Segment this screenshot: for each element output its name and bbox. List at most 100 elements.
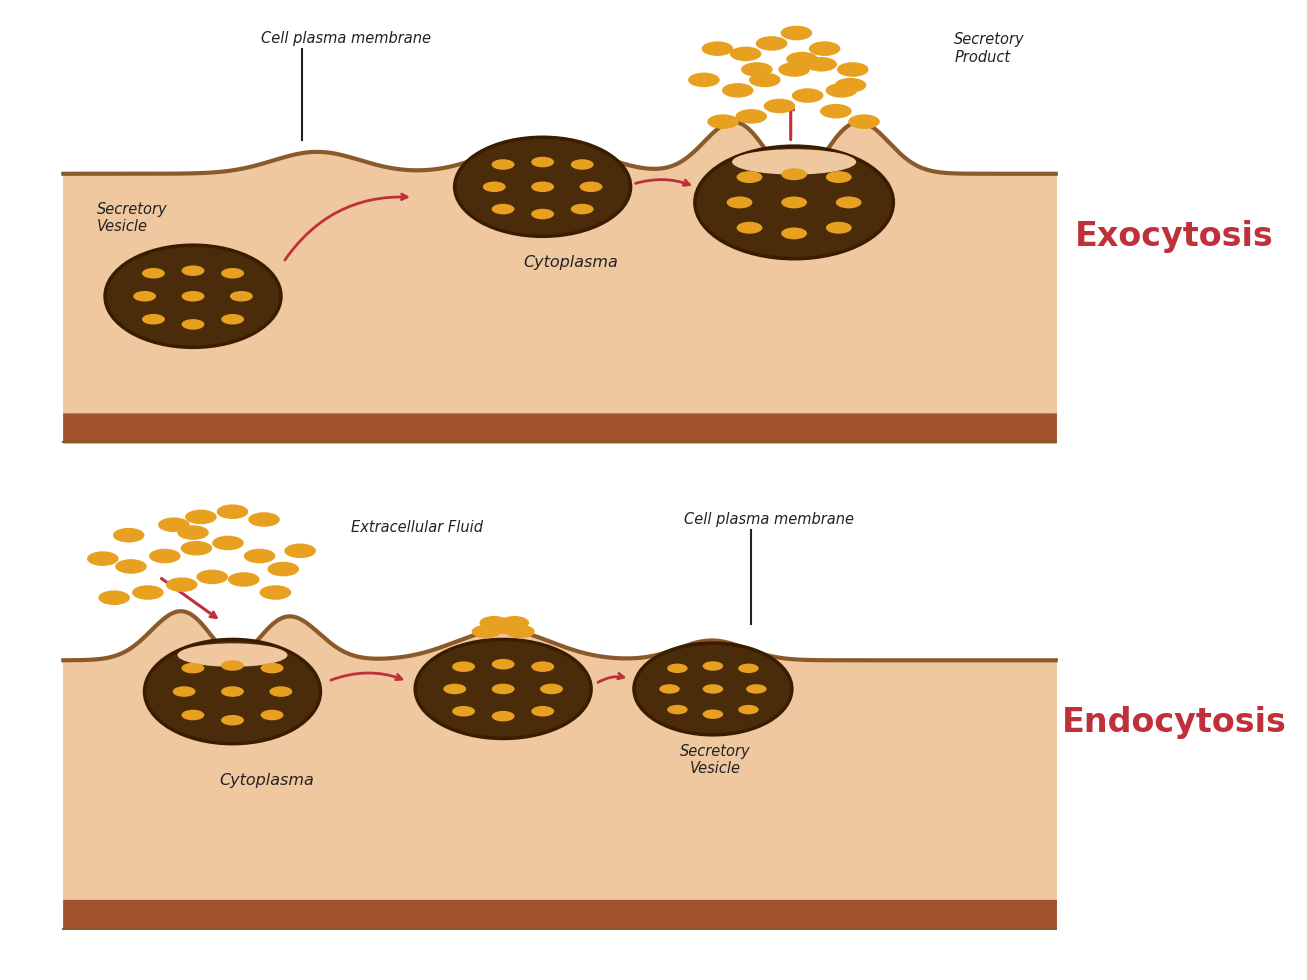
Circle shape	[260, 662, 284, 673]
Circle shape	[260, 585, 291, 600]
Circle shape	[737, 221, 762, 233]
Circle shape	[782, 196, 806, 209]
Circle shape	[782, 169, 806, 180]
Circle shape	[88, 552, 119, 565]
Text: Cytoplasma: Cytoplasma	[220, 772, 314, 788]
Circle shape	[805, 57, 836, 72]
Circle shape	[115, 560, 146, 573]
Ellipse shape	[416, 639, 591, 739]
Circle shape	[182, 319, 204, 329]
Circle shape	[809, 41, 840, 56]
Circle shape	[268, 562, 299, 576]
Circle shape	[737, 172, 762, 183]
Circle shape	[836, 62, 869, 76]
Circle shape	[826, 83, 857, 98]
Circle shape	[491, 684, 515, 694]
Circle shape	[452, 706, 474, 716]
Circle shape	[826, 172, 852, 183]
Text: Exocytosis: Exocytosis	[1074, 220, 1273, 253]
Circle shape	[729, 47, 762, 61]
Circle shape	[667, 663, 687, 673]
Circle shape	[787, 52, 818, 67]
Circle shape	[491, 710, 515, 721]
Circle shape	[452, 662, 474, 672]
Circle shape	[741, 62, 772, 76]
Circle shape	[531, 209, 554, 220]
Circle shape	[763, 99, 795, 114]
Circle shape	[531, 157, 554, 168]
Circle shape	[142, 268, 165, 278]
Ellipse shape	[634, 643, 792, 735]
Circle shape	[755, 36, 787, 51]
Circle shape	[158, 517, 190, 532]
Circle shape	[443, 684, 467, 694]
Circle shape	[506, 625, 535, 638]
Circle shape	[727, 196, 753, 209]
Circle shape	[482, 181, 506, 192]
Circle shape	[182, 291, 204, 302]
Ellipse shape	[695, 146, 894, 259]
Circle shape	[248, 513, 280, 527]
Circle shape	[221, 715, 244, 725]
Text: Cytoplasma: Cytoplasma	[523, 255, 618, 270]
Circle shape	[703, 710, 723, 719]
Circle shape	[221, 661, 244, 670]
Circle shape	[178, 525, 209, 540]
Circle shape	[173, 686, 196, 697]
Circle shape	[499, 616, 529, 629]
Circle shape	[779, 62, 810, 76]
Circle shape	[703, 662, 723, 670]
Circle shape	[746, 684, 767, 694]
Circle shape	[792, 88, 823, 103]
Circle shape	[196, 569, 227, 584]
Circle shape	[133, 291, 156, 302]
Circle shape	[491, 659, 515, 669]
Text: Endocytosis: Endocytosis	[1061, 707, 1286, 739]
Circle shape	[112, 528, 145, 543]
Circle shape	[182, 662, 204, 673]
Circle shape	[269, 686, 293, 697]
Circle shape	[244, 549, 276, 564]
Circle shape	[489, 620, 518, 634]
Circle shape	[749, 73, 780, 87]
Circle shape	[736, 109, 767, 123]
Circle shape	[835, 77, 867, 92]
Text: Cell plasma membrane: Cell plasma membrane	[260, 31, 431, 46]
Ellipse shape	[178, 643, 288, 666]
Circle shape	[667, 705, 687, 714]
Circle shape	[182, 266, 204, 276]
Text: Secretory
Vesicle: Secretory Vesicle	[97, 202, 167, 234]
Circle shape	[132, 585, 163, 600]
Circle shape	[491, 159, 515, 170]
Text: Extracellular Fluid: Extracellular Fluid	[350, 520, 482, 535]
Circle shape	[687, 73, 720, 87]
Circle shape	[659, 684, 680, 694]
Circle shape	[472, 625, 501, 638]
Circle shape	[491, 204, 515, 215]
Circle shape	[186, 510, 217, 524]
Text: Cell plasma membrane: Cell plasma membrane	[684, 513, 853, 527]
Circle shape	[98, 590, 129, 605]
Text: Secretory
Vesicle: Secretory Vesicle	[680, 744, 750, 776]
Circle shape	[217, 505, 248, 519]
Circle shape	[702, 41, 733, 56]
Ellipse shape	[732, 149, 856, 174]
Circle shape	[142, 314, 165, 324]
Circle shape	[738, 663, 758, 673]
Circle shape	[531, 181, 554, 192]
Circle shape	[835, 196, 861, 209]
Circle shape	[571, 204, 593, 215]
Circle shape	[285, 544, 316, 559]
Circle shape	[221, 686, 244, 697]
Circle shape	[540, 684, 563, 694]
Circle shape	[848, 115, 880, 129]
Circle shape	[721, 83, 754, 98]
Circle shape	[826, 221, 852, 233]
Circle shape	[571, 159, 593, 170]
Circle shape	[221, 314, 244, 324]
Circle shape	[703, 684, 723, 694]
Circle shape	[180, 541, 212, 556]
Circle shape	[221, 268, 244, 278]
Circle shape	[782, 227, 806, 239]
Circle shape	[149, 549, 180, 564]
